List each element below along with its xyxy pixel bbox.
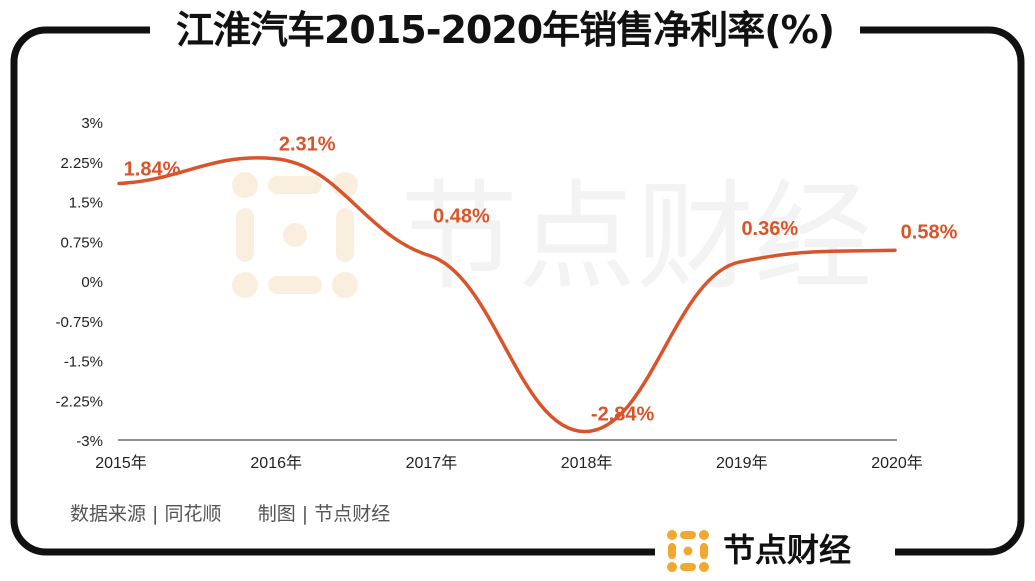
data-label: -2.84%	[591, 404, 655, 426]
chart-title: 江淮汽车2015-2020年销售净利率(%)	[150, 4, 860, 56]
y-tick-label: -1.5%	[64, 354, 103, 371]
x-tick-label: 2015年	[95, 454, 147, 472]
data-label: 0.58%	[901, 221, 958, 243]
node-finance-logo-icon	[667, 530, 709, 572]
data-source-note: 数据来源 | 同花顺 制图 | 节点财经	[70, 503, 391, 525]
brand-name: 节点财经	[723, 531, 852, 569]
x-axis-ticks: 2015年 2016年 2017年 2018年 2019年 2020年	[95, 454, 923, 472]
y-tick-label: 3%	[81, 115, 103, 132]
x-tick-label: 2019年	[716, 454, 768, 472]
data-label: 1.84%	[124, 158, 181, 180]
brand-badge: 节点财经	[655, 524, 895, 576]
y-tick-label: -2.25%	[55, 393, 103, 410]
watermark-text: 节点财经	[400, 168, 872, 306]
y-tick-label: 2.25%	[60, 155, 103, 172]
series-line	[117, 156, 897, 434]
y-tick-label: -0.75%	[55, 314, 103, 331]
watermark-logo-icon	[232, 172, 358, 298]
x-tick-label: 2018年	[561, 454, 613, 472]
y-tick-label: 0.75%	[60, 234, 103, 251]
x-tick-label: 2016年	[250, 454, 302, 472]
data-label: 0.48%	[433, 206, 490, 228]
x-tick-label: 2017年	[406, 454, 458, 472]
y-tick-label: 0%	[81, 274, 103, 291]
data-labels: 1.84% 2.31% 0.48% -2.84% 0.36% 0.58%	[124, 134, 958, 426]
y-tick-label: -3%	[76, 433, 103, 450]
data-label: 0.36%	[741, 218, 798, 240]
y-tick-label: 1.5%	[69, 195, 103, 212]
watermark: 节点财经	[232, 168, 872, 306]
y-axis-ticks: 3% 2.25% 1.5% 0.75% 0% -0.75% -1.5% -2.25% -3%	[55, 115, 103, 450]
x-tick-label: 2020年	[871, 454, 923, 472]
data-label: 2.31%	[279, 134, 336, 156]
